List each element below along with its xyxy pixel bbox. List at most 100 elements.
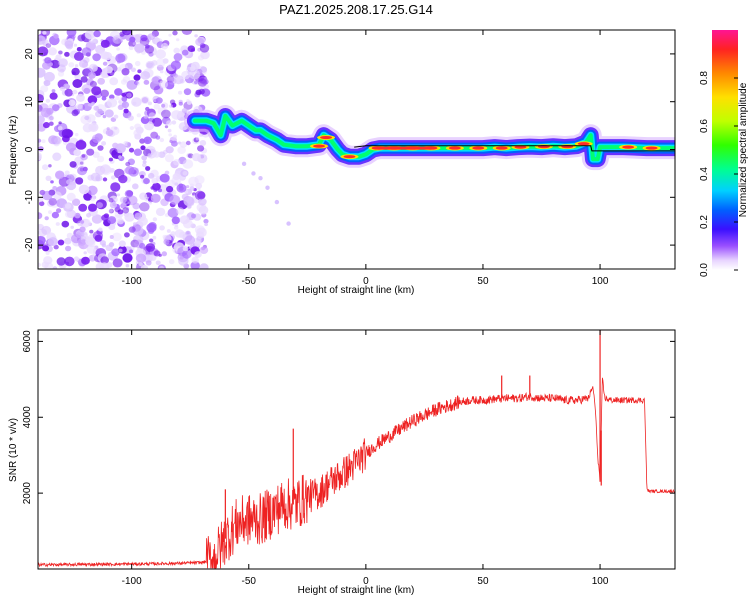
noise-speck xyxy=(96,202,103,209)
noise-speck xyxy=(49,92,58,100)
noise-speck xyxy=(52,153,61,161)
noise-speck xyxy=(38,138,42,143)
noise-speck xyxy=(40,85,49,93)
noise-speck xyxy=(91,101,95,105)
hot-spot-core xyxy=(472,146,485,150)
noise-speck xyxy=(131,97,142,107)
noise-speck xyxy=(143,136,152,145)
noise-speck xyxy=(76,93,85,102)
noise-speck xyxy=(89,229,94,234)
noise-speck xyxy=(121,30,132,36)
noise-speck xyxy=(117,218,124,225)
noise-speck xyxy=(171,140,178,147)
colorbar-tick-label: 0.2 xyxy=(699,215,710,229)
noise-speck xyxy=(41,139,46,144)
noise-speck xyxy=(64,256,75,267)
noise-speck xyxy=(199,44,210,53)
noise-speck xyxy=(197,36,206,44)
noise-speck xyxy=(78,184,90,195)
noise-speck xyxy=(159,69,164,74)
noise-speck xyxy=(134,81,141,86)
x-tick-label: -100 xyxy=(122,576,142,587)
noise-speck xyxy=(163,239,170,245)
noise-speck xyxy=(78,59,89,68)
noise-speck xyxy=(151,117,163,127)
noise-speck xyxy=(143,115,148,119)
noise-speck xyxy=(188,176,199,187)
noise-speck xyxy=(133,148,142,156)
noise-speck xyxy=(58,50,63,55)
x-tick-label: 50 xyxy=(477,276,489,287)
noise-speck xyxy=(76,103,83,110)
noise-speck xyxy=(69,161,77,168)
noise-speck xyxy=(191,213,197,219)
noise-speck xyxy=(148,112,156,119)
noise-speck xyxy=(39,189,46,196)
hot-spot-core xyxy=(495,146,508,150)
noise-speck xyxy=(127,115,134,121)
noise-speck xyxy=(45,251,50,255)
noise-speck xyxy=(152,217,158,222)
noise-speck xyxy=(200,50,210,60)
noise-speck xyxy=(102,114,107,119)
noise-speck xyxy=(91,214,103,224)
noise-speck xyxy=(59,86,65,92)
noise-speck xyxy=(142,162,147,168)
noise-speck xyxy=(125,207,130,210)
noise-speck xyxy=(122,253,133,263)
noise-speck xyxy=(92,38,99,45)
noise-speck xyxy=(176,183,187,193)
noise-speck xyxy=(161,251,167,257)
noise-speck xyxy=(170,60,181,70)
noise-speck xyxy=(38,223,44,231)
noise-speck xyxy=(140,34,148,42)
noise-speck xyxy=(286,221,291,226)
noise-speck xyxy=(81,47,92,56)
spectrogram-x-axis-label: Height of straight line (km) xyxy=(298,285,415,296)
noise-speck xyxy=(100,256,109,265)
noise-speck xyxy=(100,51,110,60)
noise-speck xyxy=(179,231,187,239)
noise-speck xyxy=(176,207,185,215)
snr-x-ticks: -100 -50 0 50 100 xyxy=(122,330,609,587)
noise-speck xyxy=(52,266,58,269)
noise-speck xyxy=(87,185,98,196)
noise-speck xyxy=(42,190,53,201)
noise-speck xyxy=(121,92,126,97)
noise-speck xyxy=(52,186,58,191)
noise-speck xyxy=(83,87,91,94)
colorbar-tick-label: 0.0 xyxy=(699,263,710,277)
noise-speck xyxy=(64,203,72,209)
y-tick-label: 6000 xyxy=(22,330,33,353)
noise-speck xyxy=(87,240,96,248)
noise-speck xyxy=(149,254,157,261)
noise-speck xyxy=(50,180,54,184)
noise-speck xyxy=(77,166,88,176)
noise-speck xyxy=(95,262,104,269)
noise-speck xyxy=(185,140,191,146)
noise-speck xyxy=(102,61,108,66)
noise-speck xyxy=(141,97,149,104)
noise-speck xyxy=(111,175,116,180)
noise-speck xyxy=(107,216,117,225)
noise-speck xyxy=(125,161,131,167)
noise-speck xyxy=(140,174,145,179)
noise-speck xyxy=(148,172,155,179)
noise-speck xyxy=(258,175,263,181)
noise-speck xyxy=(143,79,150,85)
noise-speck xyxy=(114,88,123,96)
noise-speck xyxy=(97,77,105,85)
noise-speck xyxy=(115,96,120,101)
noise-speck xyxy=(57,239,65,246)
noise-speck xyxy=(182,159,194,169)
noise-speck xyxy=(161,102,169,109)
x-tick-label: 0 xyxy=(363,276,369,287)
noise-speck xyxy=(189,186,195,191)
noise-speck xyxy=(148,222,157,230)
noise-speck xyxy=(194,225,205,235)
noise-speck xyxy=(38,35,46,45)
noise-speck xyxy=(166,229,171,233)
noise-speck xyxy=(155,260,161,266)
noise-speck xyxy=(98,227,103,232)
noise-speck xyxy=(48,210,52,215)
